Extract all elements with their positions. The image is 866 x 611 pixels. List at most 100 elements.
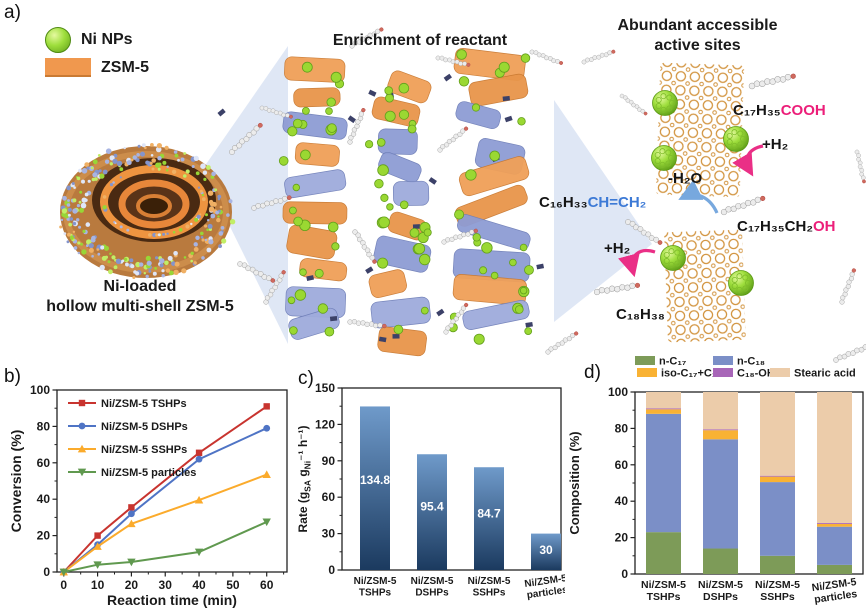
pink-arrow-bottom xyxy=(618,249,656,278)
label-h2-bottom: +H₂ xyxy=(604,240,631,257)
svg-text:100: 100 xyxy=(30,383,50,397)
alkene-blue-part: CH=CH₂ xyxy=(587,194,647,211)
stearic-black-part: C₁₇H₃₅ xyxy=(733,102,781,119)
panel-a-illustration xyxy=(59,26,866,364)
ni-nanoparticle xyxy=(660,245,686,271)
label-octadecane-formula: C₁₈H₃₈ xyxy=(616,306,665,323)
svg-text:0: 0 xyxy=(60,578,67,592)
ni-nanoparticle-icon xyxy=(45,27,71,53)
blue-arrow-dehydration xyxy=(678,179,719,214)
pink-arrow-top xyxy=(732,144,764,177)
panel-label-c: c) xyxy=(298,368,314,389)
ni-nanoparticle xyxy=(723,126,749,152)
svg-text:Reaction time (min): Reaction time (min) xyxy=(107,592,237,608)
svg-text:Ni/ZSM-5 particles: Ni/ZSM-5 particles xyxy=(101,467,196,479)
svg-text:Ni/ZSM-5 SSHPs: Ni/ZSM-5 SSHPs xyxy=(101,444,187,456)
svg-text:Ni/ZSM-5particles: Ni/ZSM-5particles xyxy=(524,573,565,601)
svg-text:60: 60 xyxy=(260,578,274,592)
svg-text:0: 0 xyxy=(328,563,335,577)
title-active-sites-line2: active sites xyxy=(654,37,741,54)
zeolite-pillar xyxy=(217,56,377,340)
svg-text:0: 0 xyxy=(43,565,50,579)
molecule-chain xyxy=(618,92,649,117)
stearic-pink-part: COOH xyxy=(780,102,826,119)
svg-text:Rate (gSA gNi⁻¹ h⁻¹): Rate (gSA gNi⁻¹ h⁻¹) xyxy=(296,426,313,533)
svg-text:0: 0 xyxy=(621,567,628,581)
molecule-chain xyxy=(837,267,858,306)
svg-text:Ni/ZSM-5particles: Ni/ZSM-5particles xyxy=(811,576,859,606)
alcohol-black-part: C₁₇H₃₅CH₂ xyxy=(737,218,814,235)
beam-right xyxy=(554,100,652,322)
svg-text:60: 60 xyxy=(37,456,51,470)
svg-text:40: 40 xyxy=(615,494,629,508)
svg-text:Conversion (%): Conversion (%) xyxy=(8,430,24,533)
svg-text:95.4: 95.4 xyxy=(420,499,444,513)
svg-text:Ni/ZSM-5 TSHPs: Ni/ZSM-5 TSHPs xyxy=(101,398,187,410)
svg-text:30: 30 xyxy=(159,578,173,592)
zeolite-pillar xyxy=(443,47,545,345)
zsm5-swatch-icon xyxy=(45,58,91,77)
legend-label-ni-nps: Ni NPs xyxy=(81,31,133,48)
svg-text:60: 60 xyxy=(615,458,629,472)
molecule-chain xyxy=(435,125,470,154)
panel-label-a: a) xyxy=(4,2,21,23)
ni-nanoparticle xyxy=(652,90,678,116)
svg-text:n-C₁₈: n-C₁₈ xyxy=(737,356,765,368)
label-catalyst-line1: Ni-loaded xyxy=(103,278,177,295)
svg-text:100: 100 xyxy=(608,385,628,399)
molecule-chain xyxy=(529,48,564,67)
rate-bar-chart: 0 30 60 90 120 150 Rate (gSA gNi⁻¹ h⁻¹) 134.8 Ni… xyxy=(296,381,565,601)
svg-text:Stearic acid: Stearic acid xyxy=(794,368,856,380)
molecule-chain xyxy=(345,107,368,146)
zeolite-pillar xyxy=(364,70,445,357)
molecule-chain xyxy=(854,149,866,184)
alkene-black-part: C₁₆H₃₃ xyxy=(539,194,588,211)
svg-text:10: 10 xyxy=(91,578,105,592)
svg-text:134.8: 134.8 xyxy=(360,473,390,487)
title-enrichment: Enrichment of reactant xyxy=(332,32,508,49)
label-stearic-acid-formula: C₁₇H₃₅COOH xyxy=(733,102,826,120)
molecule-chain xyxy=(351,227,378,266)
svg-text:n-C₁₇: n-C₁₇ xyxy=(659,356,686,368)
label-h2-top: +H₂ xyxy=(762,136,789,153)
label-minus-h2o: -H₂O xyxy=(668,170,703,187)
svg-text:30: 30 xyxy=(322,527,336,541)
label-catalyst-line2: hollow multi-shell ZSM-5 xyxy=(46,298,234,315)
legend-label-zsm5: ZSM-5 xyxy=(101,58,149,76)
zeolite-framework-top xyxy=(655,62,745,198)
svg-text:Ni/ZSM-5 DSHPs: Ni/ZSM-5 DSHPs xyxy=(101,421,188,433)
label-alkene-formula: C₁₆H₃₃CH=CH₂ xyxy=(539,194,646,212)
molecule-chain xyxy=(748,72,797,90)
ni-nanoparticle xyxy=(728,270,754,296)
panel-label-d: d) xyxy=(584,362,601,383)
svg-text:40: 40 xyxy=(192,578,206,592)
conversion-line-chart: 0 10 20 30 40 50 60 0 20 40 60 80 100 Reaction time (… xyxy=(8,383,288,608)
svg-text:20: 20 xyxy=(37,529,51,543)
svg-text:80: 80 xyxy=(37,419,51,433)
label-catalyst-name: Ni-loaded hollow multi-shell ZSM-5 xyxy=(20,277,260,317)
svg-text:20: 20 xyxy=(125,578,139,592)
hollow-sphere-illustration xyxy=(59,143,236,279)
composition-stacked-bar-chart: n-C₁₇ n-C₁₈ iso-C₁₇+C₁₈ C₁₈-OH Stearic acid 0… xyxy=(567,356,864,606)
molecule-chain xyxy=(719,194,767,216)
beam-left xyxy=(202,46,288,344)
svg-text:40: 40 xyxy=(37,492,51,506)
label-alcohol-formula: C₁₇H₃₅CH₂OH xyxy=(737,218,836,236)
svg-text:Composition (%): Composition (%) xyxy=(567,431,582,534)
svg-text:iso-C₁₇+C₁₈: iso-C₁₇+C₁₈ xyxy=(661,368,722,380)
legend-item-zsm5: ZSM-5 xyxy=(45,58,149,77)
svg-text:150: 150 xyxy=(315,381,335,395)
svg-text:60: 60 xyxy=(322,490,336,504)
panel-label-b: b) xyxy=(4,366,21,387)
svg-text:C₁₈-OH: C₁₈-OH xyxy=(737,368,775,380)
svg-text:50: 50 xyxy=(226,578,240,592)
svg-text:120: 120 xyxy=(315,417,335,431)
title-active-sites-line1: Abundant accessible xyxy=(617,17,778,34)
